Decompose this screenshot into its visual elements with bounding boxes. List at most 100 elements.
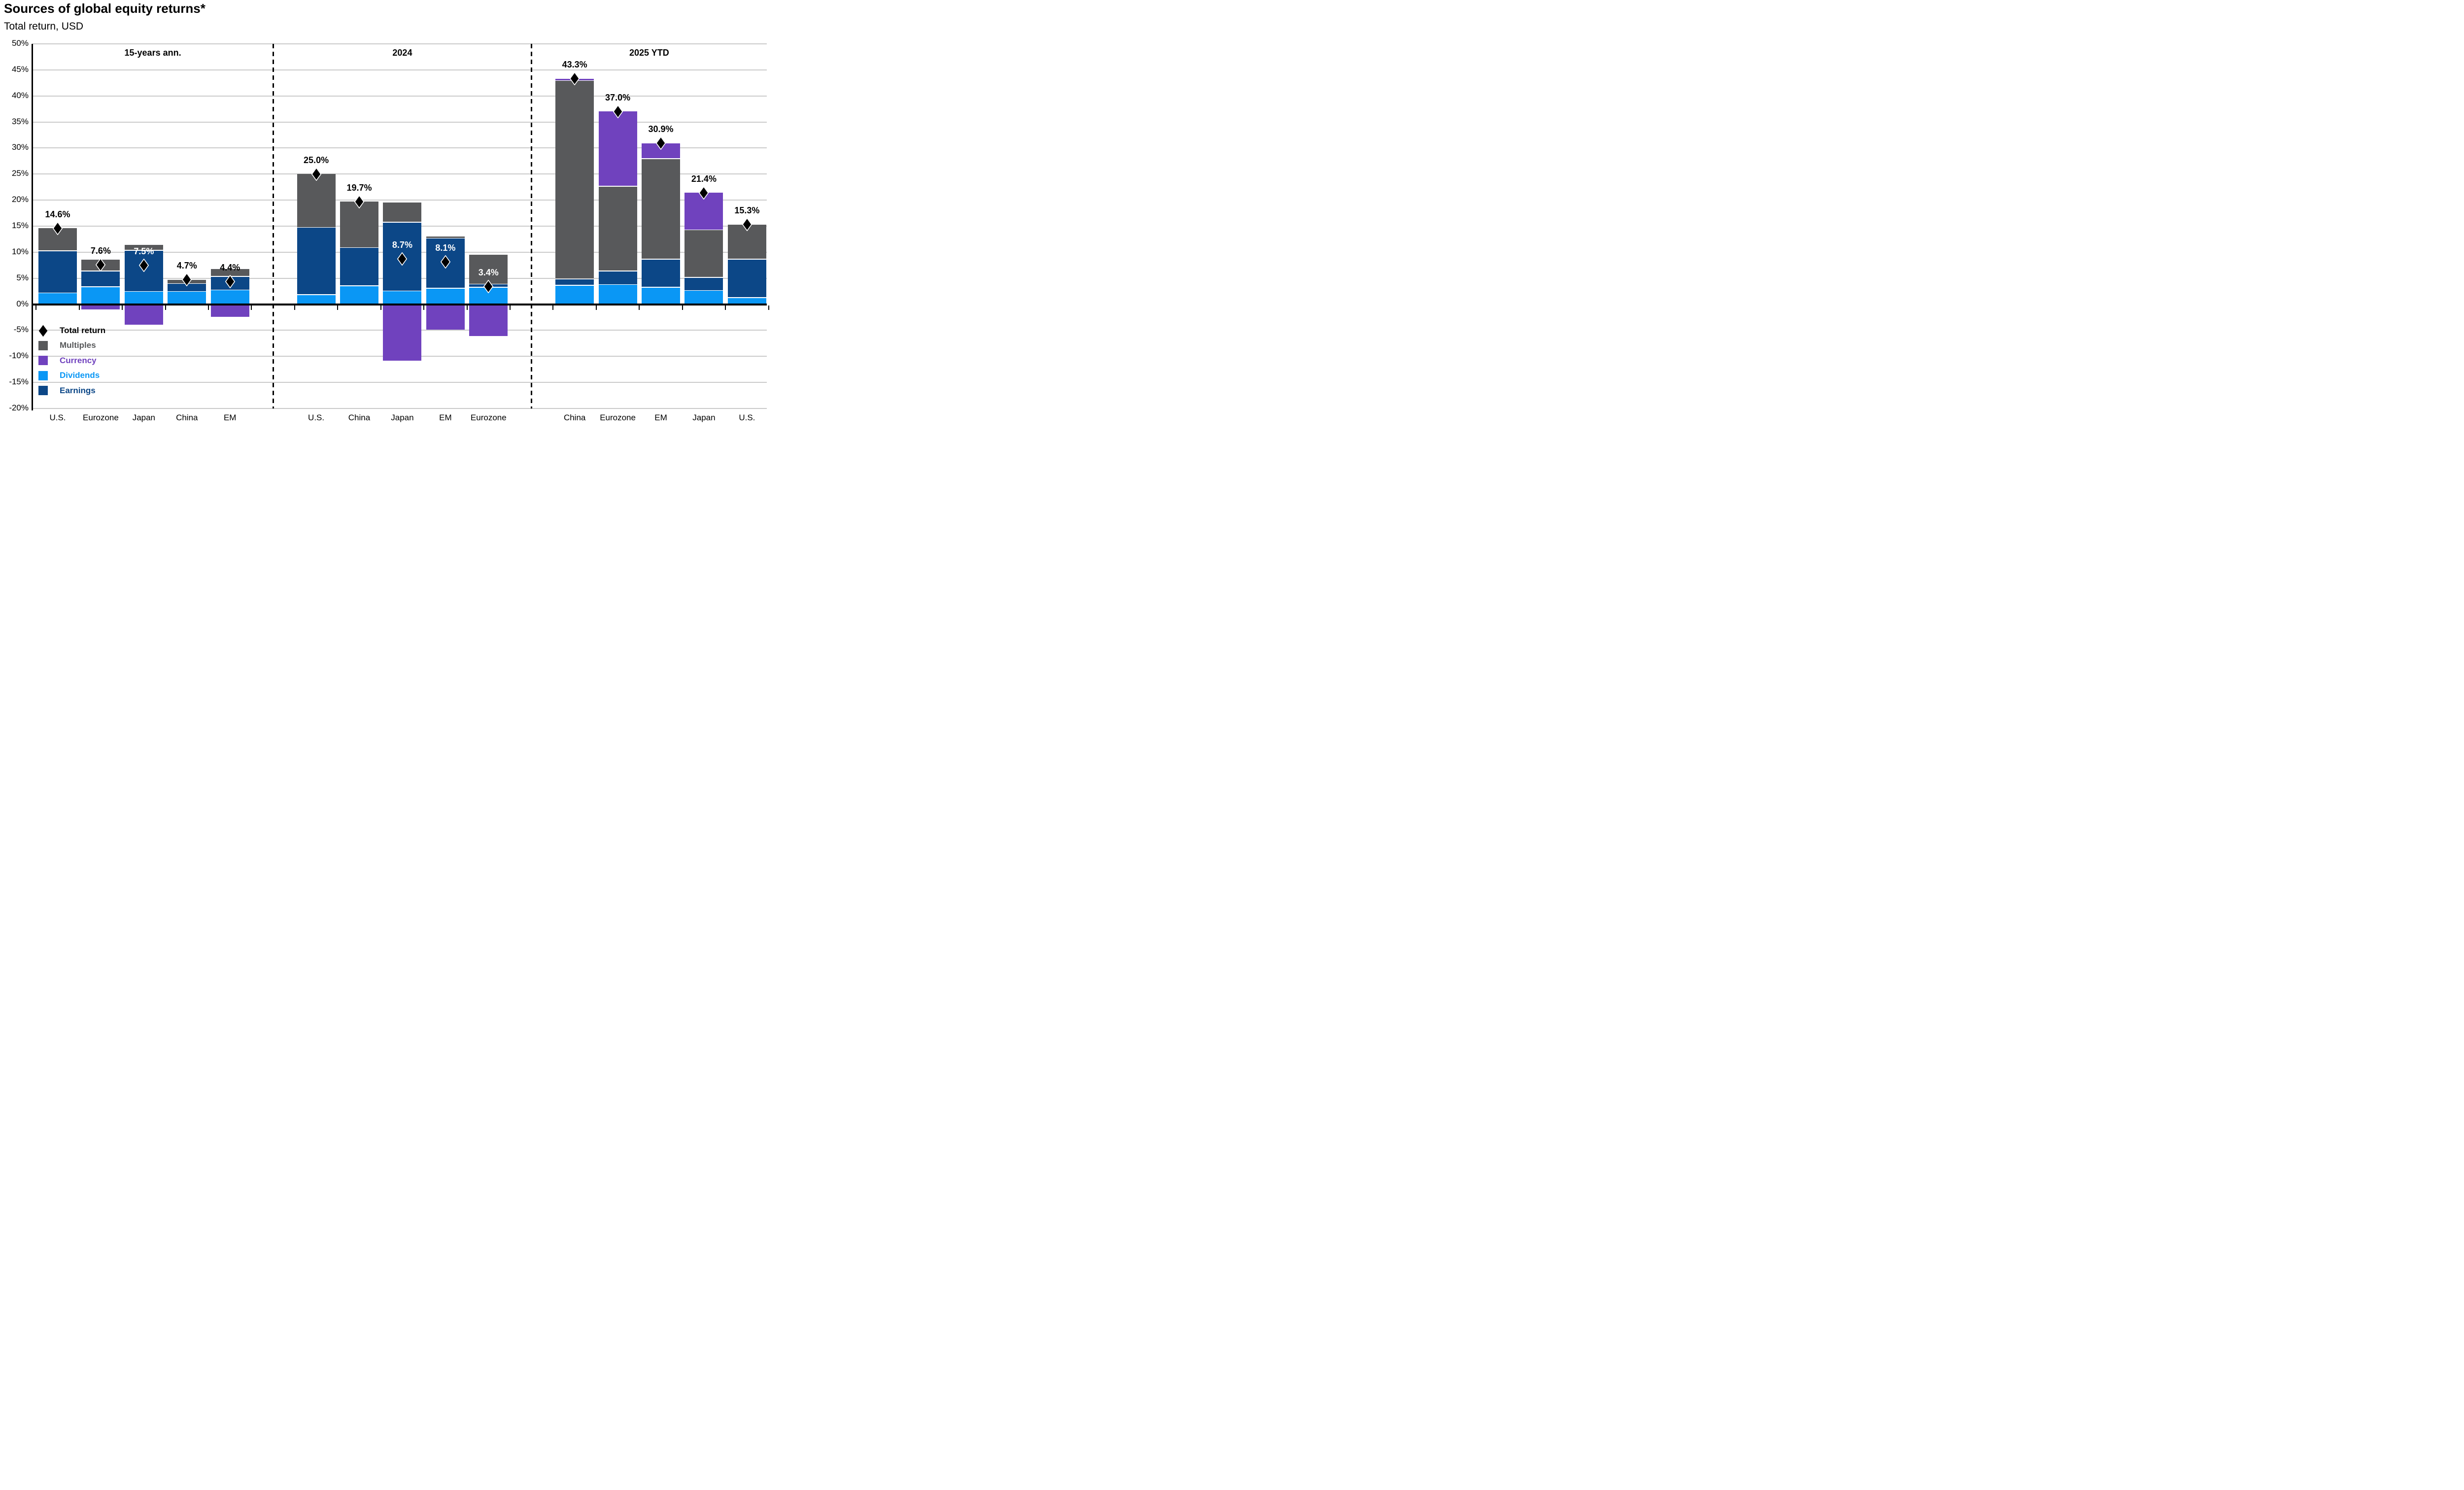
bar-segment-currency	[210, 304, 249, 317]
y-tick-label: -10%	[9, 351, 29, 361]
panel-header: 15-years ann.	[124, 48, 181, 58]
bar-segment-earnings	[297, 228, 336, 295]
x-axis-tick	[595, 305, 597, 310]
legend-label: Multiples	[60, 340, 96, 350]
bar-segment-dividends	[124, 292, 163, 305]
chart-page: Sources of global equity returns* Total …	[0, 0, 772, 426]
x-axis-tick	[380, 305, 381, 310]
currency-swatch-icon	[38, 356, 48, 366]
panel-header: 2024	[392, 48, 412, 58]
category-label: EM	[223, 413, 237, 422]
x-axis-tick	[510, 305, 511, 310]
total-return-diamond-icon	[483, 279, 494, 296]
y-tick-label: 15%	[11, 221, 29, 230]
x-axis-tick	[639, 305, 640, 310]
legend-label: Currency	[60, 355, 97, 365]
dividends-swatch-icon	[38, 371, 48, 380]
y-tick-label: 25%	[11, 169, 29, 178]
total-return-label: 19.7%	[346, 182, 372, 193]
gridline	[33, 121, 767, 123]
category-label: EM	[654, 413, 667, 422]
legend-item-currency: Currency	[38, 353, 97, 368]
x-axis-tick	[768, 305, 769, 310]
gridline	[33, 173, 767, 175]
panel-separator	[272, 44, 274, 408]
y-tick-label: 5%	[16, 272, 29, 282]
bar-segment-multiples	[383, 203, 422, 222]
bar-segment-dividends	[81, 287, 120, 305]
total-return-label: 4.7%	[176, 261, 197, 271]
total-return-label: 43.3%	[562, 60, 587, 70]
total-return-diamond-icon	[52, 221, 63, 237]
bar-segment-dividends	[383, 291, 422, 305]
total-return-label: 8.7%	[392, 240, 412, 250]
category-label: U.S.	[308, 413, 325, 422]
total-return-diamond-icon	[182, 272, 192, 289]
bar-segment-dividends	[38, 293, 77, 305]
bar-segment-earnings	[168, 284, 206, 291]
x-axis-tick	[682, 305, 683, 310]
y-tick-label: 50%	[11, 38, 29, 48]
total-return-diamond-icon	[569, 71, 580, 88]
bar-segment-currency	[598, 111, 637, 186]
panel-header: 2025 YTD	[629, 48, 669, 58]
y-tick-label: 40%	[11, 90, 29, 100]
category-label: Japan	[692, 413, 716, 422]
legend-item-earnings: Earnings	[38, 383, 96, 398]
bar-segment-earnings	[727, 259, 766, 298]
total-return-label: 3.4%	[478, 268, 499, 278]
total-return-diamond-icon	[655, 136, 666, 152]
bar-segment-dividends	[727, 298, 766, 305]
bar-segment-dividends	[426, 288, 465, 305]
bar-segment-multiples	[642, 159, 681, 259]
bar-segment-currency	[426, 304, 465, 330]
total-return-diamond-icon	[225, 274, 235, 291]
total-return-label: 8.1%	[435, 243, 456, 253]
total-return-label: 30.9%	[648, 124, 674, 135]
category-label: Japan	[132, 413, 156, 422]
legend-item-multiples: Multiples	[38, 338, 96, 353]
y-tick-label: 0%	[16, 299, 29, 308]
total-return-diamond-icon	[311, 167, 321, 183]
x-axis-tick	[725, 305, 726, 310]
x-axis-tick	[35, 305, 37, 310]
x-axis-tick	[552, 305, 554, 310]
gridline	[33, 408, 767, 409]
bar-segment-multiples	[426, 237, 465, 238]
chart-title: Sources of global equity returns*	[4, 1, 205, 16]
total-return-label: 4.4%	[220, 262, 240, 272]
x-axis-tick	[251, 305, 252, 310]
category-label: U.S.	[739, 413, 755, 422]
category-label: China	[176, 413, 198, 422]
zero-line	[33, 303, 767, 305]
gridline	[33, 43, 767, 44]
total-return-label: 14.6%	[45, 209, 70, 219]
total-return-diamond-icon	[699, 186, 709, 202]
bar-segment-earnings	[555, 279, 594, 285]
bar-segment-earnings	[684, 277, 723, 290]
x-axis-tick	[294, 305, 295, 310]
y-tick-label: -5%	[13, 325, 29, 335]
total-return-label: 7.5%	[134, 246, 154, 256]
multiples-swatch-icon	[38, 340, 48, 350]
y-axis-line	[32, 44, 33, 410]
category-label: Japan	[391, 413, 414, 422]
bar-segment-earnings	[642, 259, 681, 287]
total-return-label: 37.0%	[605, 92, 631, 102]
total-return-diamond-icon	[354, 195, 365, 211]
panel-separator	[531, 44, 533, 408]
bar-segment-earnings	[81, 271, 120, 287]
gridline	[33, 382, 767, 383]
bar-segment-multiples	[297, 174, 336, 227]
bar-segment-multiples	[124, 245, 163, 250]
bar-segment-dividends	[297, 295, 336, 305]
bar-segment-dividends	[210, 290, 249, 305]
total-return-diamond-icon	[38, 324, 48, 338]
bar-segment-multiples	[210, 269, 249, 276]
legend-label: Total return	[60, 326, 106, 335]
total-return-diamond-icon	[397, 252, 408, 268]
x-axis-tick	[165, 305, 166, 310]
total-return-diamond-icon	[613, 104, 623, 121]
bar-segment-dividends	[168, 292, 206, 305]
category-label: Eurozone	[83, 413, 119, 422]
